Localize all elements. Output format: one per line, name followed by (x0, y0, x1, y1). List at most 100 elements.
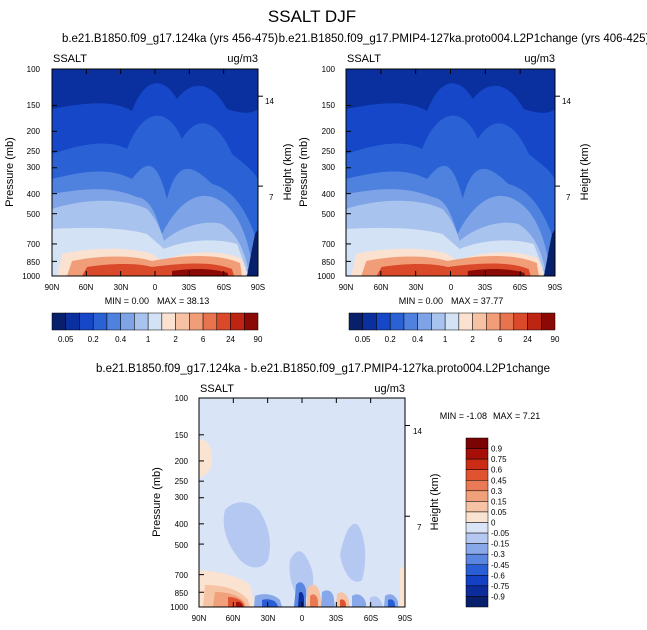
colorbar-label: -0.9 (491, 592, 505, 601)
right-tick-label: 14 (265, 97, 274, 106)
x-tick-label: 30S (182, 283, 196, 292)
x-tick-label: 60S (364, 614, 378, 623)
colorbar-label: 0.15 (491, 497, 507, 506)
y-tick-label: 700 (27, 240, 41, 249)
colorbar-swatch (389, 312, 405, 331)
x-tick-label: 90S (548, 283, 562, 292)
colorbar-label: 90 (551, 335, 560, 344)
y-tick-label: 150 (27, 101, 41, 110)
panel-control-x-ticks: 90N 60N 30N 0 30S 60S 90S (45, 283, 265, 292)
figure-title: SSALT DJF (268, 7, 356, 26)
colorbar-swatch (499, 312, 515, 331)
colorbar-swatch (465, 448, 489, 460)
y-tick-label: 850 (322, 258, 336, 267)
colorbar-swatch (486, 312, 501, 331)
y-tick-label: 500 (175, 541, 189, 550)
y-tick-label: 200 (322, 127, 336, 136)
panel-difference-ylabel-right: Height (km) (429, 474, 441, 531)
y-tick-label: 400 (27, 190, 41, 199)
colorbar-swatch (189, 312, 204, 331)
x-tick-label: 90N (192, 614, 207, 623)
x-tick-label: 60N (226, 614, 241, 623)
panel-experiment-min: MIN = 0.00 (399, 296, 443, 306)
x-tick-label: 90N (45, 283, 60, 292)
panel-difference-x-ticks: 90N 60N 30N 0 30S 60S 90S (192, 614, 412, 623)
colorbar-label: -0.3 (491, 550, 505, 559)
panel-experiment-ylabel: Pressure (mb) (298, 137, 310, 207)
colorbar-swatch (106, 312, 121, 331)
colorbar-swatch (541, 312, 556, 331)
colorbar-label: 0.3 (491, 487, 503, 496)
panel-control-y-ticks: 100 150 200 250 300 400 500 700 850 1000 (22, 65, 40, 281)
x-tick-label: 60N (79, 283, 94, 292)
colorbar-swatch (175, 312, 190, 331)
x-tick-label: 30N (114, 283, 129, 292)
x-tick-label: 30N (261, 614, 276, 623)
y-tick-label: 200 (175, 457, 189, 466)
colorbar-swatch (362, 312, 377, 331)
panel-experiment-units: ug/m3 (524, 53, 555, 65)
y-tick-label: 500 (322, 210, 336, 219)
panel-difference-colorbar: 0.90.75 0.60.45 0.30.15 0.05 0-0.05 -0.15-0.3… (465, 437, 510, 608)
right-tick-label: 7 (417, 523, 422, 532)
panel-control-units: ug/m3 (227, 53, 258, 65)
y-tick-label: 850 (27, 258, 41, 267)
colorbar-label: 6 (498, 335, 503, 344)
colorbar-label: 1 (443, 335, 448, 344)
colorbar-swatch (465, 458, 489, 470)
y-tick-label: 250 (27, 147, 41, 156)
colorbar-swatch (92, 312, 108, 331)
colorbar-label: 0.4 (115, 335, 127, 344)
panel-control-ylabel: Pressure (mb) (4, 137, 16, 207)
colorbar-swatch (444, 312, 460, 331)
y-tick-label: 400 (322, 190, 336, 199)
panel-difference-max: MAX = 7.21 (493, 411, 540, 421)
colorbar-swatch (465, 553, 489, 565)
panel-experiment-title: b.e21.B1850.f09_g17.PMIP4-127ka.proto004… (279, 33, 647, 45)
y-tick-label: 100 (322, 65, 336, 74)
y-tick-label: 100 (27, 65, 41, 74)
colorbar-swatch (513, 312, 528, 331)
colorbar-label: 0.05 (491, 508, 507, 517)
colorbar-swatch (458, 312, 473, 331)
panel-experiment-y-ticks: 100 150 200 250 300 400 500 700 850 1000 (317, 65, 335, 281)
colorbar-label: -0.6 (491, 571, 505, 580)
colorbar-swatch (376, 312, 391, 331)
y-tick-label: 700 (322, 240, 336, 249)
colorbar-label: 24 (523, 335, 532, 344)
colorbar-swatch (465, 543, 489, 555)
colorbar-swatch (51, 312, 66, 331)
colorbar-label: 6 (201, 335, 206, 344)
colorbar-swatch (65, 312, 80, 331)
colorbar-swatch (472, 312, 487, 331)
colorbar-swatch (465, 437, 489, 449)
colorbar-swatch (465, 575, 489, 587)
panel-difference-title: b.e21.B1850.f09_g17.124ka - b.e21.B1850.… (96, 363, 550, 375)
colorbar-swatch (202, 312, 218, 331)
colorbar-swatch (134, 312, 149, 331)
panel-control-min: MIN = 0.00 (105, 296, 149, 306)
colorbar-swatch (465, 532, 489, 544)
colorbar-swatch (465, 490, 489, 502)
x-tick-label: 60N (374, 283, 389, 292)
right-tick-label: 14 (562, 97, 571, 106)
panel-control-title: b.e21.B1850.f09_g17.124ka (yrs 456-475) (62, 33, 278, 45)
colorbar-swatch (417, 312, 432, 331)
colorbar-swatch (465, 511, 489, 523)
colorbar-swatch (230, 312, 245, 331)
y-tick-label: 250 (322, 147, 336, 156)
y-tick-label: 400 (175, 520, 189, 529)
right-tick-label: 7 (269, 193, 274, 202)
y-tick-label: 250 (175, 477, 189, 486)
colorbar-label: 0.2 (385, 335, 397, 344)
colorbar-label: -0.45 (491, 561, 510, 570)
colorbar-label: 2 (173, 335, 178, 344)
y-tick-label: 200 (27, 127, 41, 136)
panel-difference-variable: SSALT (200, 383, 234, 395)
colorbar-swatch (465, 585, 489, 597)
colorbar-swatch (527, 312, 542, 331)
colorbar-label: 0.45 (491, 476, 507, 485)
x-tick-label: 0 (300, 614, 305, 623)
colorbar-label: 0.9 (491, 445, 503, 454)
